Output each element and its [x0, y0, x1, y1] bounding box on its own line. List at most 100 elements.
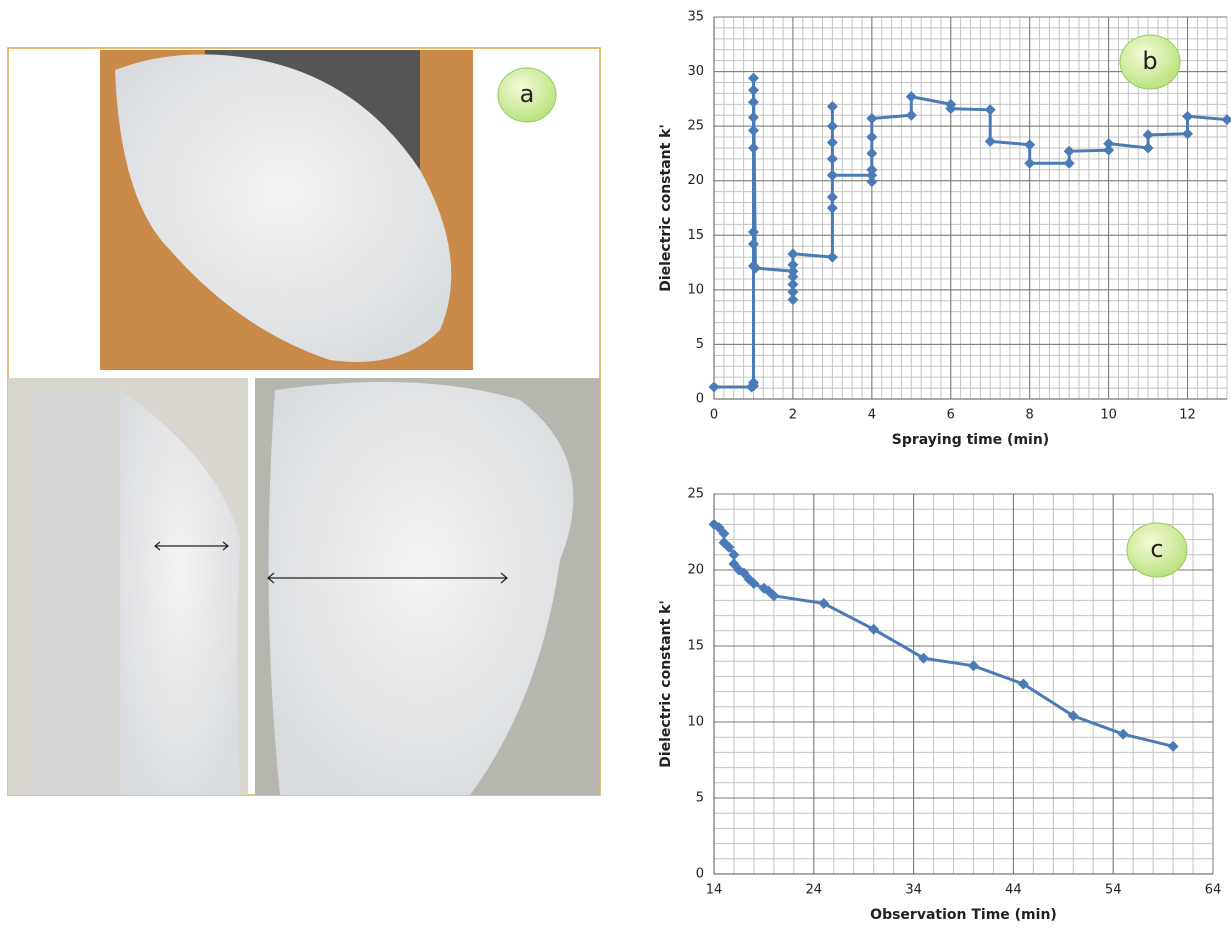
data-point [1103, 138, 1115, 150]
data-point [787, 294, 799, 306]
y-tick-label: 5 [696, 791, 704, 806]
data-point [1117, 728, 1129, 740]
data-point [1063, 157, 1075, 169]
panel-label-circle [1119, 34, 1181, 90]
data-point [747, 226, 759, 238]
data-point [1221, 114, 1231, 126]
data-point [1024, 157, 1036, 169]
panel-label-circle [1126, 522, 1188, 578]
panel-label-circle [497, 67, 557, 123]
y-tick-label: 5 [696, 337, 704, 352]
data-point [728, 549, 740, 561]
data-point [738, 567, 750, 579]
x-tick-label: 12 [1179, 408, 1196, 423]
data-point [868, 623, 880, 635]
data-point [1103, 144, 1115, 156]
x-tick-label: 2 [789, 408, 797, 423]
data-point [768, 590, 780, 602]
y-tick-label: 35 [687, 10, 704, 25]
y-tick-label: 0 [696, 867, 704, 882]
data-point [826, 120, 838, 132]
photo-foam [30, 390, 130, 795]
data-point [905, 91, 917, 103]
data-point [826, 251, 838, 263]
data-point [826, 191, 838, 203]
x-tick-label: 24 [806, 883, 823, 898]
data-point [1167, 740, 1179, 752]
arrows [154, 541, 508, 584]
data-point [747, 142, 759, 154]
data-point [747, 84, 759, 96]
x-axis-label: Observation Time (min) [870, 907, 1057, 923]
data-point [708, 381, 720, 393]
data-point [1067, 710, 1079, 722]
data-point [1017, 678, 1029, 690]
y-tick-label: 30 [687, 64, 704, 79]
photo-left-ice [120, 390, 240, 795]
x-tick-label: 64 [1205, 883, 1222, 898]
data-point [905, 109, 917, 121]
x-axis-label: Spraying time (min) [892, 432, 1049, 448]
data-point [787, 259, 799, 271]
y-tick-label: 10 [687, 282, 704, 297]
data-point [718, 528, 730, 540]
data-point [866, 147, 878, 159]
y-tick-label: 20 [687, 563, 704, 578]
data-point [749, 262, 761, 274]
data-point [818, 597, 830, 609]
x-tick-label: 14 [706, 883, 723, 898]
y-tick-label: 25 [687, 487, 704, 502]
data-point [984, 135, 996, 147]
data-point [866, 131, 878, 143]
data-point [713, 521, 725, 533]
x-tick-label: 54 [1105, 883, 1122, 898]
y-tick-label: 15 [687, 228, 704, 243]
data-point [866, 113, 878, 125]
data-point [747, 380, 759, 392]
data-point [826, 169, 838, 181]
data-point [967, 660, 979, 672]
data-point [826, 100, 838, 112]
data-point [866, 176, 878, 188]
data-point [787, 278, 799, 290]
data-point [747, 125, 759, 137]
y-axis-label: Dielectric constant k' [658, 600, 674, 768]
data-point [1142, 129, 1154, 141]
x-tick-label: 34 [905, 883, 922, 898]
x-tick-label: 8 [1026, 408, 1034, 423]
photo-top-ice [115, 54, 452, 362]
data-point [748, 578, 760, 590]
photo-panel: a [7, 47, 601, 796]
data-point [826, 202, 838, 214]
y-tick-label: 10 [687, 715, 704, 730]
x-tick-label: 44 [1005, 883, 1022, 898]
data-point [1182, 128, 1194, 140]
x-tick-label: 0 [710, 408, 718, 423]
panel-label: a [520, 80, 535, 108]
data-point [787, 248, 799, 260]
data-point [826, 137, 838, 149]
data-point [826, 153, 838, 165]
panel-label: c [1150, 535, 1163, 563]
data-point [1182, 110, 1194, 122]
data-line [713, 523, 1174, 748]
data-point [1024, 139, 1036, 151]
panel-label: b [1142, 47, 1157, 75]
photo-right-ice [268, 382, 574, 795]
data-point [747, 111, 759, 123]
data-point [787, 271, 799, 283]
y-tick-label: 25 [687, 119, 704, 134]
data-point [728, 558, 740, 570]
data-point [787, 286, 799, 298]
y-tick-label: 0 [696, 392, 704, 407]
data-point [918, 652, 930, 664]
data-point [945, 103, 957, 115]
data-point [723, 541, 735, 553]
y-axis-label: Dielectric constant k' [658, 124, 674, 292]
y-tick-label: 15 [687, 639, 704, 654]
x-tick-label: 6 [947, 408, 955, 423]
data-point [1142, 142, 1154, 154]
data-point [1063, 145, 1075, 157]
data-point [747, 96, 759, 108]
